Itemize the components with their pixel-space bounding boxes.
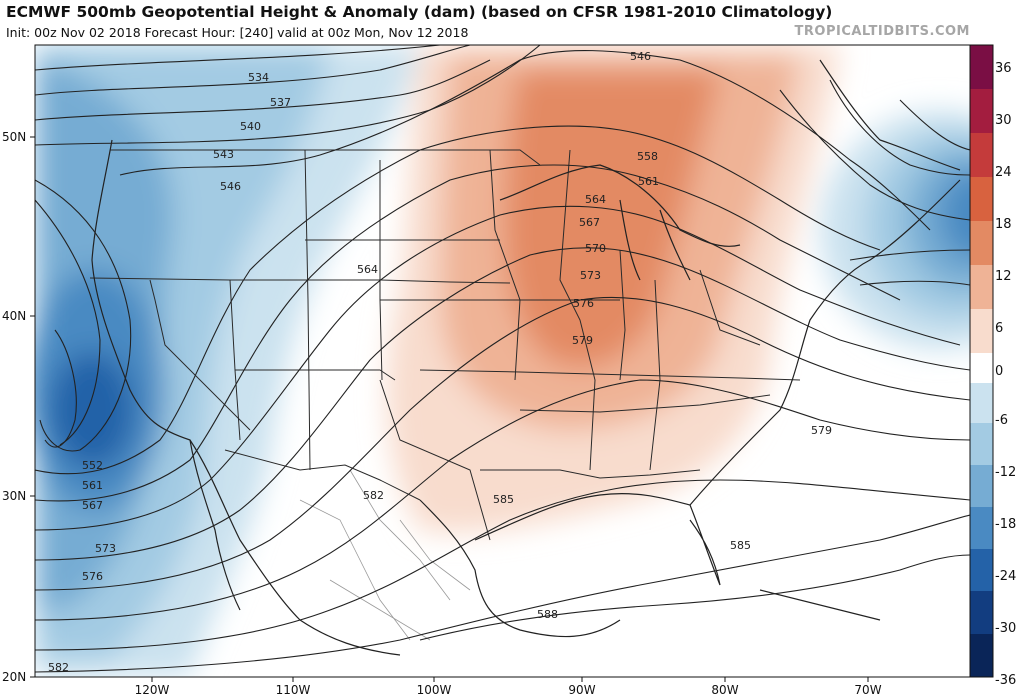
chart-subtitle: Init: 00z Nov 02 2018 Forecast Hour: [24… bbox=[6, 25, 469, 40]
contour-label: 579 bbox=[572, 334, 593, 347]
lon-label: 120W bbox=[135, 683, 170, 696]
lat-label: 30N bbox=[2, 489, 26, 503]
contour-label: 540 bbox=[240, 120, 261, 133]
contour-labels: 534 537 540 543 546 546 558 561 564 567 … bbox=[48, 50, 832, 674]
colorbar-label: -36 bbox=[995, 673, 1016, 688]
contour-label: 588 bbox=[537, 608, 558, 621]
colorbar-label: -30 bbox=[995, 621, 1016, 636]
contour-label: 582 bbox=[48, 661, 69, 674]
colorbar-swatch bbox=[970, 423, 993, 465]
lat-label: 20N bbox=[2, 670, 26, 684]
contour-label: 546 bbox=[630, 50, 651, 63]
contour-label: 564 bbox=[585, 193, 606, 206]
contour-label: 552 bbox=[82, 459, 103, 472]
colorbar-swatch bbox=[970, 353, 993, 383]
colorbar-swatch bbox=[970, 45, 993, 89]
contour-label: 576 bbox=[82, 570, 103, 583]
contour-label: 546 bbox=[220, 180, 241, 193]
colorbar-label: -12 bbox=[995, 465, 1016, 480]
colorbar-swatch bbox=[970, 549, 993, 591]
contour-label: 537 bbox=[270, 96, 291, 109]
contour-label: 582 bbox=[363, 489, 384, 502]
colorbar-swatch bbox=[970, 309, 993, 353]
lon-label: 100W bbox=[417, 683, 452, 696]
contour-label: 561 bbox=[82, 479, 103, 492]
lon-ticks bbox=[151, 677, 869, 682]
contour-label: 567 bbox=[579, 216, 600, 229]
colorbar-swatch bbox=[970, 634, 993, 677]
contour-label: 579 bbox=[811, 424, 832, 437]
colorbar-swatch bbox=[970, 221, 993, 265]
colorbar-swatch bbox=[970, 507, 993, 549]
contour-label: 558 bbox=[637, 150, 658, 163]
lon-label: 80W bbox=[711, 683, 738, 696]
contour-label: 585 bbox=[493, 493, 514, 506]
colorbar-label: -24 bbox=[995, 569, 1016, 584]
contour-label: 567 bbox=[82, 499, 103, 512]
colorbar-swatch bbox=[970, 465, 993, 507]
colorbar-swatch bbox=[970, 265, 993, 309]
colorbar-label: 36 bbox=[995, 61, 1012, 76]
anomaly-field: 534 537 540 543 546 546 558 561 564 567 … bbox=[35, 45, 970, 677]
contour-label: 534 bbox=[248, 71, 269, 84]
mexico-borders bbox=[299, 469, 471, 641]
colorbar-label: 30 bbox=[995, 113, 1012, 128]
contour-label: 573 bbox=[95, 542, 116, 555]
contour-label: 570 bbox=[585, 242, 606, 255]
lon-label: 110W bbox=[276, 683, 311, 696]
contour-label: 561 bbox=[638, 175, 659, 188]
height-contours bbox=[35, 45, 970, 673]
colorbar-label: 18 bbox=[995, 217, 1012, 232]
coastlines bbox=[91, 59, 961, 656]
colorbar-label: 0 bbox=[995, 364, 1003, 379]
colorbar-label: 12 bbox=[995, 269, 1012, 284]
state-borders bbox=[89, 149, 801, 541]
colorbar-swatch bbox=[970, 591, 993, 634]
lat-label: 40N bbox=[2, 309, 26, 323]
colorbar-label: 24 bbox=[995, 165, 1012, 180]
colorbar-swatch bbox=[970, 177, 993, 221]
colorbar-swatch bbox=[970, 133, 993, 177]
colorbar-label: 6 bbox=[995, 321, 1003, 336]
contour-label: 564 bbox=[357, 263, 378, 276]
chart-title: ECMWF 500mb Geopotential Height & Anomal… bbox=[6, 3, 833, 21]
site-credit: TROPICALTIDBITS.COM bbox=[794, 24, 970, 39]
colorbar: 36 30 24 18 12 6 0 -6 -12 -18 -24 -30 -3… bbox=[969, 44, 1016, 688]
lat-ticks bbox=[30, 136, 35, 678]
lon-label: 90W bbox=[568, 683, 595, 696]
lat-label: 50N bbox=[2, 130, 26, 144]
contour-label: 543 bbox=[213, 148, 234, 161]
contour-label: 585 bbox=[730, 539, 751, 552]
contour-label: 573 bbox=[580, 269, 601, 282]
colorbar-swatch bbox=[970, 89, 993, 133]
colorbar-label: -18 bbox=[995, 517, 1016, 532]
lon-label: 70W bbox=[854, 683, 881, 696]
contour-label: 576 bbox=[573, 297, 594, 310]
colorbar-swatch bbox=[970, 383, 993, 423]
colorbar-label: -6 bbox=[995, 413, 1008, 428]
